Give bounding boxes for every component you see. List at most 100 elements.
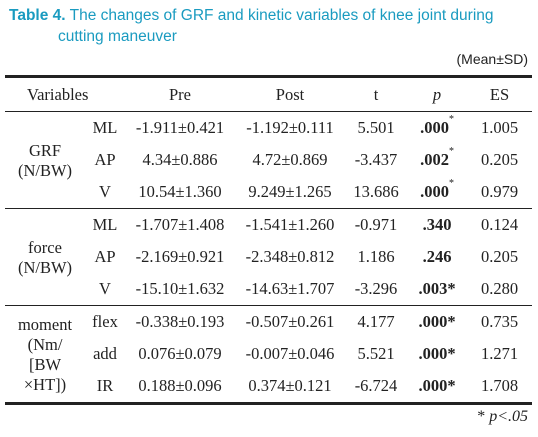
- t-value: 1.186: [357, 247, 395, 266]
- pre-value: -0.338±0.193: [135, 312, 225, 331]
- pre-value: 0.188±0.096: [138, 376, 222, 395]
- es-value: 1.708: [480, 376, 519, 395]
- table-row: AP 4.34±0.886 4.72±0.869 -3.437 .002* 0.205: [5, 144, 532, 176]
- p-value-text: .000*: [418, 376, 456, 395]
- p-value: .000*: [407, 338, 467, 370]
- es-value: 0.735: [480, 312, 519, 331]
- table-group: force (N/BW) ML -1.707±1.408 -1.541±1.260 -0.…: [5, 209, 532, 306]
- table-group: GRF (N/BW) ML -1.911±0.421 -1.192±0.111 5.501…: [5, 112, 532, 209]
- unit-label: (Mean±SD): [456, 51, 528, 67]
- subvariable-cell: ML: [92, 215, 118, 234]
- caption-line-2: cutting maneuver: [58, 28, 177, 45]
- subvariable-cell: AP: [94, 247, 116, 266]
- p-value-text: .000*: [418, 344, 456, 363]
- significance-note: * p<.05: [477, 408, 528, 426]
- p-value: .000*: [407, 370, 467, 404]
- variable-label-line: (N/BW): [17, 161, 73, 180]
- post-value: -0.007±0.046: [245, 344, 335, 363]
- p-value-text: .000: [420, 182, 449, 201]
- p-value: .000*: [407, 176, 467, 209]
- table-label: Table 4.: [9, 7, 66, 24]
- subvariable-cell: flex: [92, 312, 118, 331]
- t-value: -6.724: [354, 376, 398, 395]
- p-value: .246: [407, 241, 467, 273]
- pre-value: 4.34±0.886: [142, 150, 218, 169]
- variable-label-line: [BW: [28, 355, 62, 374]
- t-value: 13.686: [353, 182, 399, 201]
- pre-value: -1.707±1.408: [135, 215, 225, 234]
- variable-label-line: moment: [17, 315, 73, 334]
- post-value: 9.249±1.265: [248, 182, 332, 201]
- pre-value: 10.54±1.360: [138, 182, 222, 201]
- post-value: -2.348±0.812: [245, 247, 335, 266]
- pre-value: 0.076±0.079: [138, 344, 222, 363]
- es-value: 1.271: [480, 344, 519, 363]
- p-value: .003*: [407, 273, 467, 306]
- post-value: -0.507±0.261: [245, 312, 335, 331]
- post-value: 0.374±0.121: [248, 376, 332, 395]
- header-variables: Variables: [27, 84, 89, 104]
- significance-mark: *: [448, 146, 454, 157]
- es-value: 0.979: [480, 182, 519, 201]
- p-value: .000*: [407, 112, 467, 145]
- variable-label-line: ×HT]): [23, 375, 67, 394]
- table-row: moment (Nm/[BW ×HT]) flex -0.338±0.193 -0.507…: [5, 306, 532, 394]
- header-pre: Pre: [169, 84, 191, 104]
- post-value: -14.63±1.707: [245, 279, 335, 298]
- header-t: t: [373, 84, 379, 104]
- table-row: V -15.10±1.632 -14.63±1.707 -3.296 .003* 0.28…: [5, 273, 532, 306]
- p-value-text: .003*: [418, 279, 456, 298]
- p-value-text: .246: [422, 247, 452, 266]
- note-star: *: [477, 408, 486, 425]
- pre-value: -2.169±0.921: [135, 247, 225, 266]
- caption-line-1: The changes of GRF and kinetic variables…: [69, 7, 494, 24]
- p-value: .340: [407, 209, 467, 242]
- post-value: 4.72±0.869: [252, 150, 328, 169]
- pre-value: -15.10±1.632: [135, 279, 225, 298]
- es-value: 0.205: [480, 150, 519, 169]
- subvariable-cell: V: [99, 182, 111, 201]
- table-group: moment (Nm/[BW ×HT]) flex -0.338±0.193 -0.507…: [5, 306, 532, 404]
- t-value: -3.296: [354, 279, 398, 298]
- table-caption: Table 4. The changes of GRF and kinetic …: [9, 5, 529, 47]
- table-row: IR 0.188±0.096 0.374±0.121 -6.724 .000* 1.708: [5, 370, 532, 404]
- t-value: -0.971: [354, 215, 398, 234]
- variable-group-label: force (N/BW): [5, 209, 85, 306]
- table-row: GRF (N/BW) ML -1.911±0.421 -1.192±0.111 5.501…: [5, 112, 532, 180]
- pre-value: -1.911±0.421: [135, 118, 225, 137]
- variable-label-line: (N/BW): [17, 258, 73, 277]
- significance-mark: *: [448, 114, 454, 125]
- p-value-text: .000*: [418, 312, 456, 331]
- t-value: 5.521: [357, 344, 395, 363]
- table-row: force (N/BW) ML -1.707±1.408 -1.541±1.260 -0.…: [5, 209, 532, 277]
- variable-label-line: force: [28, 238, 62, 257]
- subvariable-cell: AP: [94, 150, 116, 169]
- subvariable-cell: V: [99, 279, 111, 298]
- p-value-text: .340: [422, 215, 452, 234]
- p-value-text: .000: [420, 118, 449, 137]
- note-text: p<.05: [489, 408, 528, 425]
- variable-label-line: GRF: [28, 141, 62, 160]
- table-row: add 0.076±0.079 -0.007±0.046 5.521 .000* 1.27…: [5, 338, 532, 370]
- table-row: V 10.54±1.360 9.249±1.265 13.686 .000* 0.979: [5, 176, 532, 209]
- variable-group-label: GRF (N/BW): [5, 112, 85, 209]
- es-value: 0.124: [480, 215, 519, 234]
- header-es: ES: [489, 84, 510, 104]
- t-value: -3.437: [354, 150, 398, 169]
- p-value: .002*: [407, 144, 467, 176]
- header-p: p: [432, 84, 442, 104]
- results-table: Variables Pre Post t p ES GRF (N/BW) ML -1.…: [5, 75, 532, 405]
- post-value: -1.541±1.260: [245, 215, 335, 234]
- variable-group-label: moment (Nm/[BW ×HT]): [5, 306, 85, 404]
- subvariable-cell: ML: [92, 118, 118, 137]
- es-value: 0.205: [480, 247, 519, 266]
- header-post: Post: [275, 84, 305, 104]
- significance-mark: *: [448, 178, 454, 189]
- es-value: 1.005: [480, 118, 519, 137]
- subvariable-cell: IR: [96, 376, 114, 395]
- p-value-text: .002: [420, 150, 449, 169]
- header-row: Variables Pre Post t p ES: [5, 76, 532, 112]
- subvariable-cell: add: [93, 344, 117, 363]
- t-value: 4.177: [357, 312, 395, 331]
- es-value: 0.280: [480, 279, 519, 298]
